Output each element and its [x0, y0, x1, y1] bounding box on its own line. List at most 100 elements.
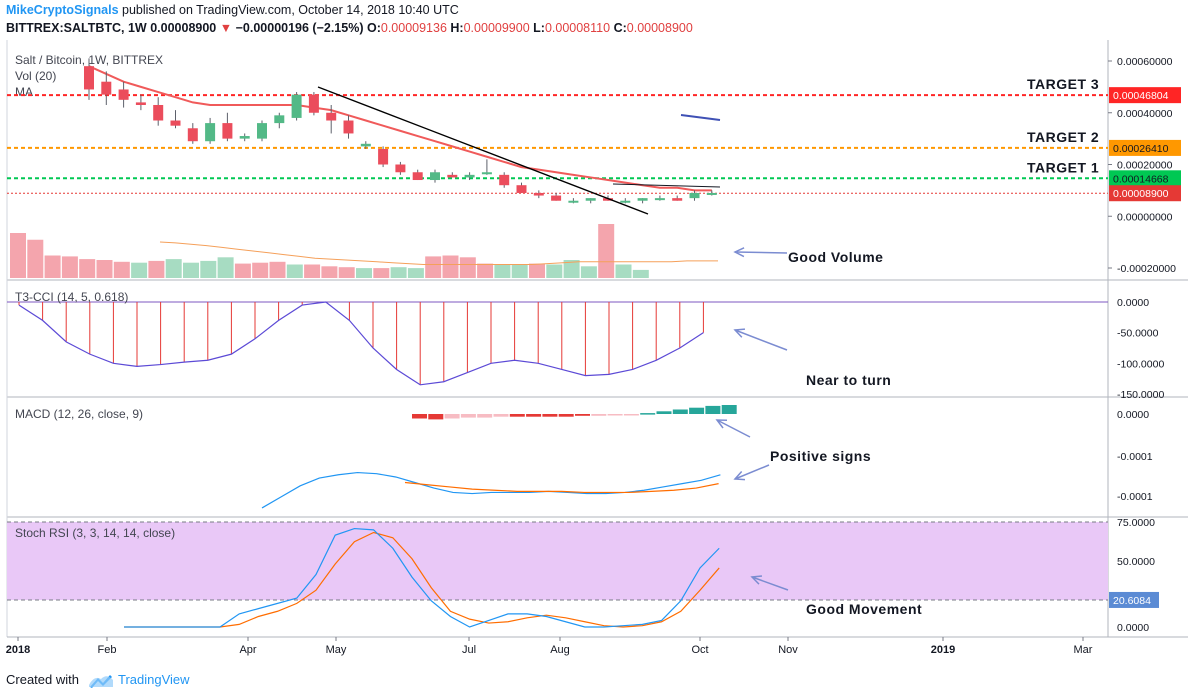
- candle-body: [222, 123, 233, 139]
- volume-bar: [442, 255, 459, 278]
- moving-average-line: [88, 65, 712, 192]
- x-tick-label: Apr: [239, 644, 256, 656]
- volume-bar: [321, 266, 338, 278]
- created-with-label: Created with: [6, 672, 79, 687]
- volume-bar: [252, 262, 269, 278]
- x-tick-label: 2018: [6, 644, 30, 656]
- candle-body: [412, 172, 423, 181]
- macd-histogram-bar: [493, 414, 509, 417]
- macd-histogram-bar: [526, 414, 542, 417]
- down-arrow-icon: ▼: [219, 21, 233, 35]
- candle-body: [464, 174, 475, 178]
- volume-bar: [165, 259, 182, 278]
- candle-body: [620, 200, 631, 203]
- macd-histogram-bar: [591, 414, 607, 416]
- price-change: −0.00000196 (−2.15%): [235, 21, 364, 35]
- annotation-arrow: [716, 419, 751, 438]
- price-label-text: 0.00014668: [1113, 173, 1169, 185]
- x-tick-label: Feb: [98, 644, 117, 656]
- arrow-head: [715, 419, 728, 429]
- target-label: TARGET 3: [1027, 76, 1099, 92]
- y-tick-label: 0.00040000: [1117, 108, 1173, 120]
- candle-body: [585, 198, 596, 201]
- x-tick-label: Oct: [691, 644, 708, 656]
- macd-histogram-bar: [623, 414, 639, 416]
- volume-bar: [44, 255, 61, 278]
- macd-tick-label: -0.0001: [1117, 491, 1153, 503]
- macd-histogram-bar: [412, 414, 427, 419]
- candle-body: [689, 192, 700, 199]
- macd-histogram-bar: [509, 414, 525, 417]
- stoch-d-line: [124, 531, 720, 628]
- stoch-legend: Stoch RSI (3, 3, 14, 14, close): [15, 526, 175, 540]
- candle-body: [706, 192, 717, 195]
- price-label-text: 0.00026410: [1113, 143, 1169, 155]
- volume-bar: [459, 257, 476, 278]
- candle-body: [603, 198, 613, 201]
- candle-body: [499, 174, 510, 186]
- volume-bar: [234, 263, 251, 278]
- candle-body: [135, 102, 146, 105]
- candle-body: [430, 172, 440, 181]
- volume-bar: [286, 264, 303, 278]
- high-value: 0.00009900: [463, 21, 530, 35]
- candle-body: [343, 120, 354, 134]
- macd-histogram-bar: [640, 413, 656, 415]
- candle-body: [101, 81, 112, 95]
- y-tick-label: 0.00060000: [1117, 56, 1173, 68]
- volume-ma-line: [159, 241, 718, 265]
- candle-body: [637, 198, 648, 201]
- candle-body: [274, 115, 285, 124]
- downtrend-line: [317, 86, 649, 215]
- stoch-band: [7, 522, 1108, 600]
- x-tick-label: Nov: [778, 644, 798, 656]
- volume-bar: [546, 264, 563, 278]
- publish-line: MikeCryptoSignals published on TradingVi…: [6, 3, 459, 17]
- tradingview-logo-icon: [89, 675, 113, 688]
- cci-tick-label: 0.0000: [1117, 297, 1149, 309]
- cci-legend: T3-CCI (14, 5, 0.618): [15, 290, 128, 304]
- x-tick-label: Mar: [1074, 644, 1093, 656]
- annotation-arrow: [734, 251, 788, 254]
- volume-bar: [183, 262, 199, 278]
- macd-histogram-bar: [460, 414, 476, 418]
- arrow-head: [733, 328, 746, 338]
- volume-bar: [632, 269, 649, 278]
- arrow-head: [750, 575, 763, 585]
- price-label-box: [1109, 170, 1181, 187]
- x-tick-label: May: [326, 644, 347, 656]
- volume-bar: [113, 261, 130, 278]
- macd-legend: MACD (12, 26, close, 9): [15, 407, 143, 421]
- price-label-box: [1109, 185, 1181, 202]
- close-label: C:: [613, 21, 627, 35]
- candle-body: [118, 89, 129, 100]
- candle-body: [395, 164, 406, 173]
- candle-body: [654, 198, 665, 201]
- price-label-text: 0.00008900: [1113, 188, 1169, 200]
- open-label: O:: [366, 21, 381, 35]
- volume-bar: [131, 262, 148, 278]
- annotation-arrow: [751, 576, 789, 591]
- y-tick-label: -0.00020000: [1117, 263, 1176, 275]
- cci-tick-label: -100.0000: [1117, 358, 1164, 370]
- price-label-box: [1109, 139, 1181, 156]
- candle-body: [239, 136, 250, 139]
- volume-bar: [580, 266, 597, 278]
- candle-body: [84, 66, 94, 90]
- macd-line: [261, 471, 721, 509]
- symbol-name: BITTREX:SALTBTC, 1W: [6, 21, 147, 35]
- macd-tick-label: 0.0000: [1117, 409, 1149, 421]
- annotation-arrow: [734, 329, 788, 351]
- stoch-level-label: 20.6084: [1113, 595, 1151, 607]
- volume-bar: [477, 263, 494, 278]
- author-name[interactable]: MikeCryptoSignals: [6, 3, 119, 17]
- candle-body: [672, 198, 683, 201]
- candle-body: [291, 94, 302, 118]
- tradingview-brand[interactable]: TradingView: [118, 672, 190, 687]
- macd-histogram-bar: [558, 414, 574, 417]
- chart-canvas[interactable]: 0.00060000 0.00040000 0.00020000 0.00000000…: [0, 40, 1188, 668]
- publish-info: published on TradingView.com, October 14…: [122, 3, 459, 17]
- macd-histogram-bar: [444, 414, 460, 419]
- main-legend-item: MA: [15, 85, 33, 99]
- volume-bar: [373, 268, 390, 278]
